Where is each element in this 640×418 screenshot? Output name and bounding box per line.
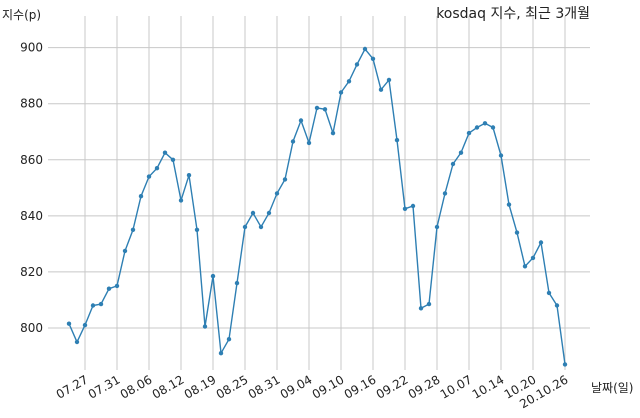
data-point (282, 177, 288, 182)
data-point (458, 150, 464, 155)
data-point (490, 125, 496, 130)
data-point (234, 280, 240, 286)
data-point (482, 121, 488, 126)
data-point (106, 286, 112, 291)
data-point (354, 62, 360, 67)
y-tick-label: 880 (20, 97, 43, 111)
data-point (162, 150, 168, 155)
data-point (98, 301, 104, 307)
data-point (178, 198, 184, 203)
data-point (442, 191, 448, 196)
data-point (186, 173, 192, 178)
data-point (362, 46, 368, 52)
x-tick-label: 09.04 (278, 372, 315, 401)
data-point (546, 290, 552, 296)
x-tick-label: 09.16 (342, 372, 379, 401)
data-point (130, 227, 136, 232)
y-axis-label: 지수(p) (2, 8, 41, 22)
x-tick-label: 09.22 (374, 372, 411, 401)
x-tick-label: 08.19 (182, 372, 219, 401)
data-point (90, 303, 96, 308)
y-tick-label: 820 (20, 265, 43, 279)
data-point (298, 118, 304, 123)
data-point (538, 240, 544, 245)
data-point (474, 125, 480, 130)
x-tick-label: 08.25 (214, 372, 251, 401)
x-tick-label: 10.14 (470, 372, 507, 401)
data-point (194, 227, 200, 232)
y-tick-labels: 800 820 840 860 880 900 (20, 41, 43, 335)
data-point (394, 137, 400, 143)
data-point (210, 273, 216, 279)
data-point (434, 224, 440, 230)
y-tick-label: 900 (20, 41, 43, 55)
data-point (146, 174, 152, 179)
grid (48, 16, 590, 370)
data-point (314, 105, 320, 111)
data-point (114, 283, 120, 289)
data-point (82, 322, 88, 328)
data-point (170, 157, 176, 162)
data-point (530, 255, 536, 261)
data-point (450, 161, 456, 167)
data-point (410, 203, 416, 209)
data-point (242, 224, 248, 230)
data-point (218, 351, 224, 356)
data-point (562, 362, 568, 367)
data-point (306, 140, 312, 146)
data-point (202, 324, 208, 329)
data-point (426, 301, 432, 307)
y-tick-label: 860 (20, 153, 43, 167)
data-point (522, 264, 528, 269)
x-axis-label: 날짜(일) (591, 381, 633, 395)
data-point (402, 206, 408, 211)
data-point (506, 202, 512, 207)
x-tick-label: 07.27 (54, 372, 91, 401)
x-tick-label: 08.12 (150, 372, 187, 401)
data-point (266, 210, 272, 216)
data-point (274, 191, 280, 196)
data-point (418, 306, 424, 311)
data-point (154, 166, 160, 171)
data-point (74, 339, 80, 345)
x-tick-label: 08.31 (246, 372, 283, 401)
y-tick-label: 800 (20, 321, 43, 335)
data-point (226, 337, 232, 342)
data-point (466, 130, 472, 136)
data-point (554, 303, 560, 308)
data-point (290, 139, 296, 144)
data-point (338, 90, 344, 95)
data-point (258, 224, 264, 230)
data-point (138, 194, 144, 199)
x-tick-label: 08.06 (118, 372, 155, 401)
data-point (346, 79, 352, 84)
data-point (330, 130, 336, 136)
x-tick-label: 09.10 (310, 372, 347, 401)
x-tick-labels: 07.2707.3108.0608.1208.1908.2508.3109.04… (54, 372, 571, 411)
data-point (122, 248, 128, 254)
data-point (498, 153, 504, 158)
chart-title: kosdaq 지수, 최근 3개월 (436, 6, 590, 22)
data-point (514, 230, 520, 235)
data-point (250, 210, 256, 216)
data-point (66, 321, 72, 326)
data-point (322, 107, 328, 112)
data-point (370, 56, 376, 61)
x-tick-label: 09.28 (406, 372, 443, 401)
data-point (378, 87, 384, 92)
x-tick-label: 10.07 (438, 372, 475, 401)
series-line (68, 47, 566, 365)
y-tick-label: 840 (20, 209, 43, 223)
data-point (386, 77, 392, 83)
x-tick-label: 07.31 (86, 372, 123, 401)
data-points (66, 46, 568, 367)
